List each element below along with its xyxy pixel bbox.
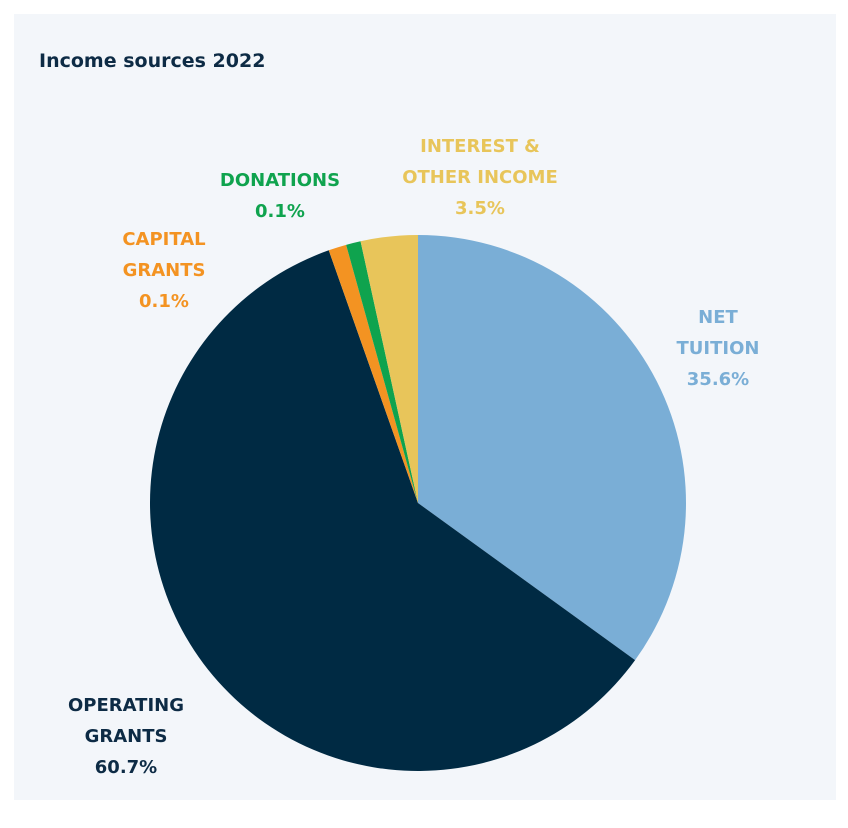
slice-percent-label: 60.7%	[95, 757, 157, 778]
pie-slice	[149, 250, 636, 771]
slice-category-label: TUITION	[677, 338, 760, 359]
slice-category-label: CAPITAL	[122, 229, 205, 250]
slice-percent-label: 0.1%	[139, 291, 189, 312]
pie-slice	[360, 235, 418, 503]
slice-category-label: GRANTS	[85, 726, 168, 747]
slice-category-label: OPERATING	[68, 695, 184, 716]
slice-category-label: OTHER INCOME	[402, 167, 558, 188]
pie-slice	[346, 241, 418, 504]
slice-category-label: NET	[698, 307, 738, 328]
slice-percent-label: 35.6%	[687, 369, 749, 390]
slice-category-label: DONATIONS	[220, 170, 340, 191]
slice-category-label: GRANTS	[123, 260, 206, 281]
chart-title: Income sources 2022	[39, 50, 266, 72]
slice-category-label: INTEREST &	[420, 136, 540, 157]
slice-percent-label: 3.5%	[455, 198, 505, 219]
slice-percent-label: 0.1%	[255, 201, 305, 222]
pie-slice	[418, 235, 686, 661]
pie-slice	[328, 244, 418, 503]
